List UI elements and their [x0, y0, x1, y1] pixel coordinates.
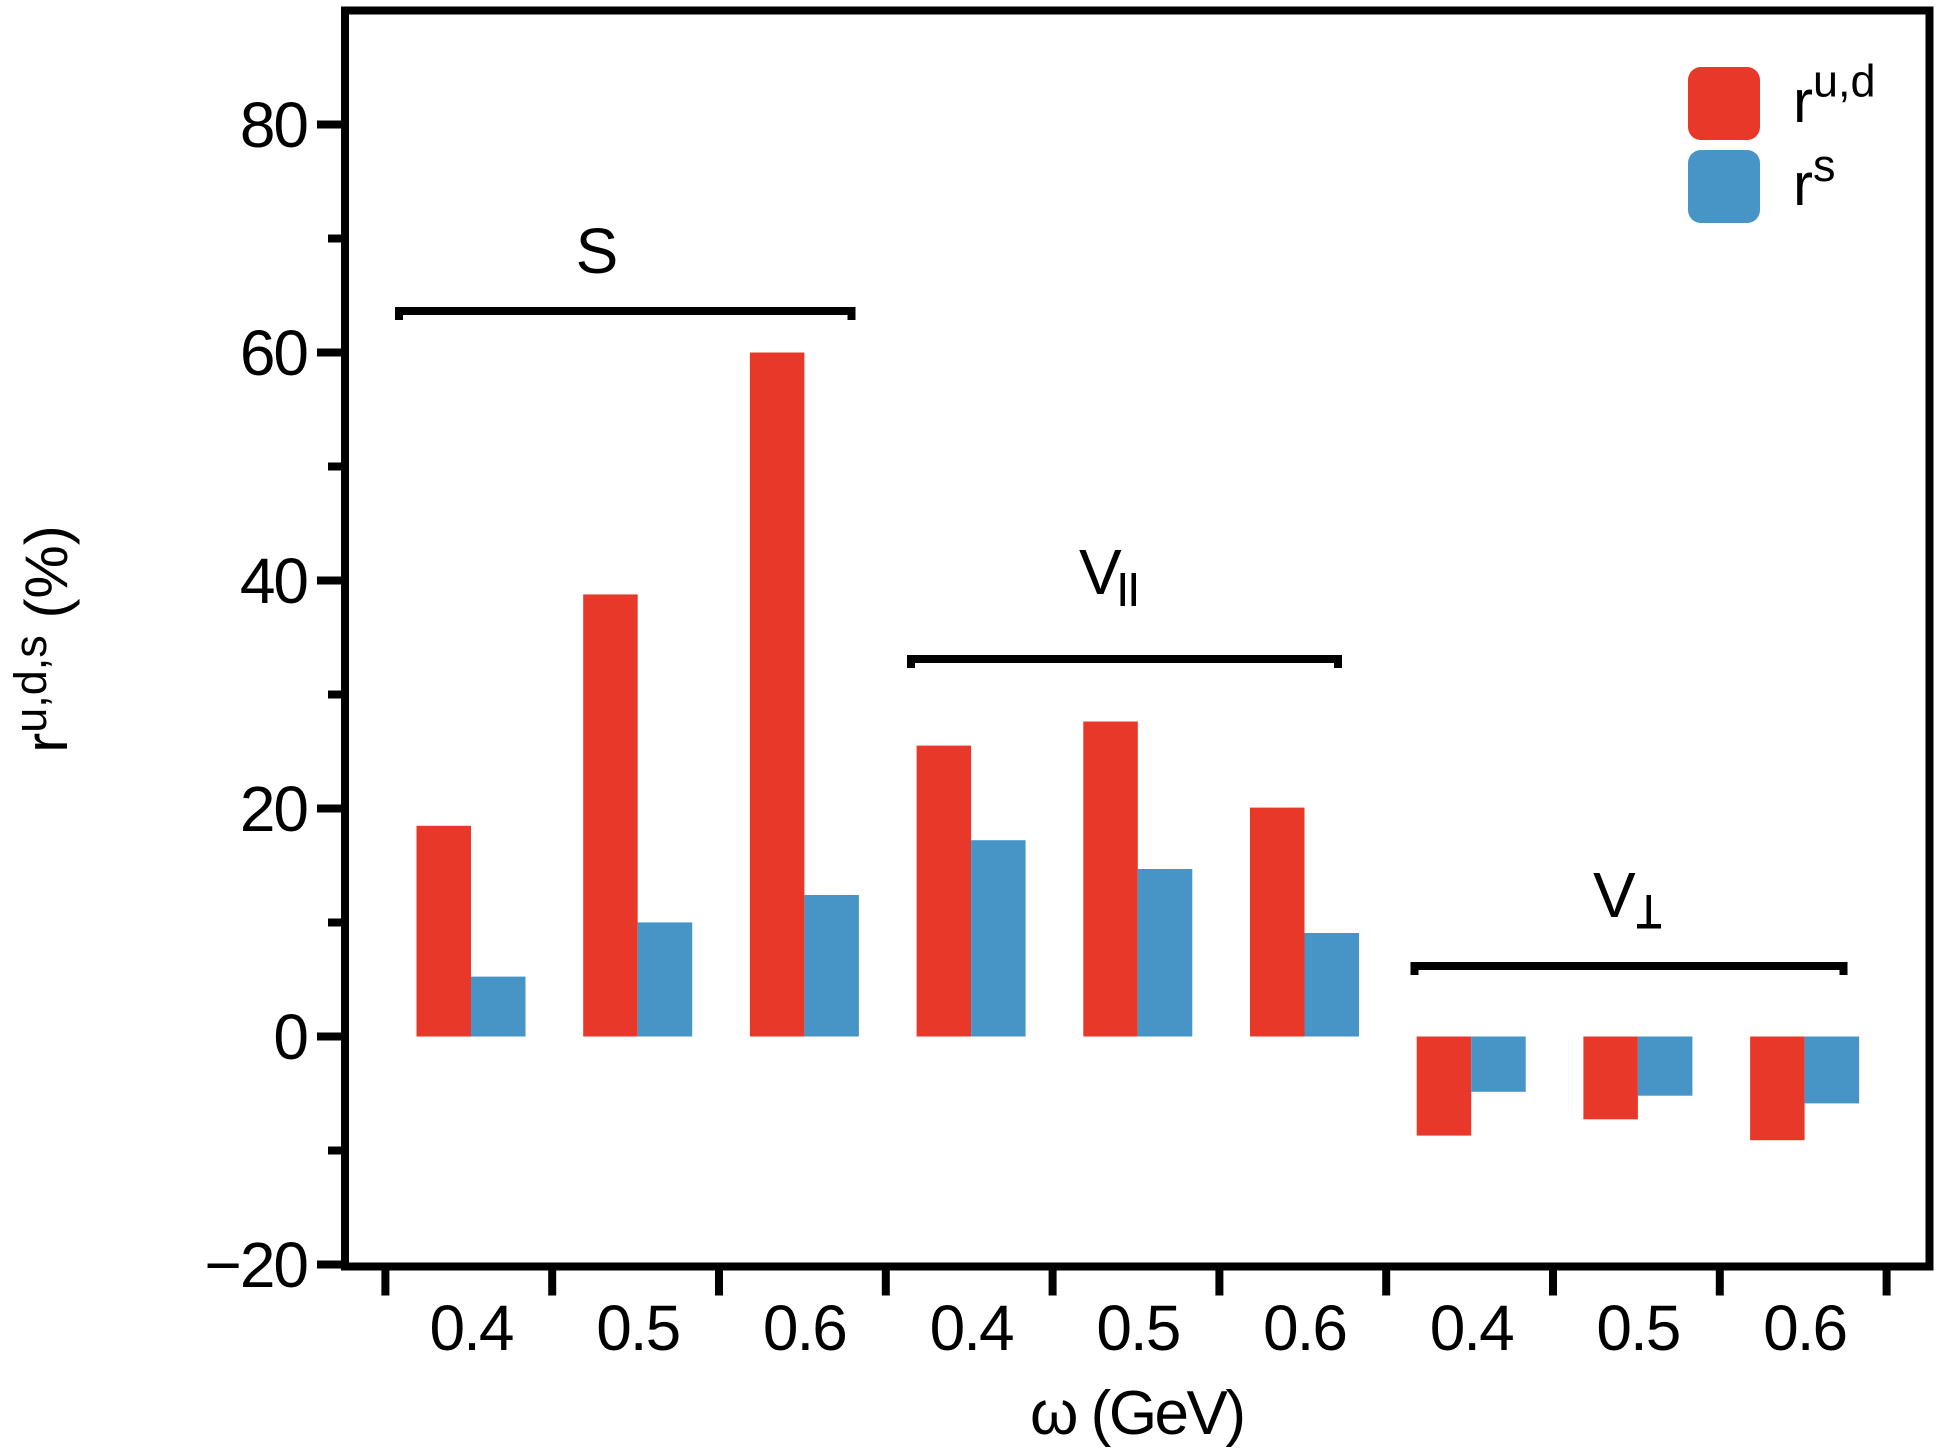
svg-text:0.4: 0.4 [1430, 1292, 1513, 1364]
svg-text:V: V [1593, 859, 1636, 931]
svg-text:0.4: 0.4 [930, 1292, 1013, 1364]
svg-text:40: 40 [240, 545, 308, 617]
svg-text:ru,d,s (%): ru,d,s (%) [5, 525, 80, 753]
svg-text:0.6: 0.6 [763, 1292, 846, 1364]
svg-text:0.5: 0.5 [1596, 1292, 1679, 1364]
svg-text:80: 80 [240, 89, 308, 161]
svg-text:0.5: 0.5 [1096, 1292, 1179, 1364]
svg-text:ω (GeV): ω (GeV) [1030, 1379, 1244, 1448]
svg-text:0: 0 [273, 1001, 307, 1073]
svg-text:20: 20 [240, 773, 308, 845]
svg-text:60: 60 [240, 317, 308, 389]
svg-text:0.6: 0.6 [1763, 1292, 1846, 1364]
svg-text:0.6: 0.6 [1263, 1292, 1346, 1364]
svg-text:S: S [576, 215, 619, 287]
svg-text:0.5: 0.5 [596, 1292, 679, 1364]
svg-text:0.4: 0.4 [430, 1292, 513, 1364]
svg-text:−20: −20 [204, 1229, 307, 1301]
svg-text:V: V [1079, 536, 1122, 608]
